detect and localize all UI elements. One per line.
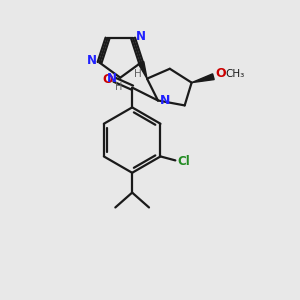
Text: N: N xyxy=(160,94,170,107)
Text: H: H xyxy=(134,69,142,79)
Polygon shape xyxy=(138,61,147,79)
Text: N: N xyxy=(87,54,97,67)
Text: O: O xyxy=(102,73,113,86)
Text: O: O xyxy=(215,67,226,80)
Text: CH₃: CH₃ xyxy=(226,69,245,79)
Polygon shape xyxy=(192,74,214,82)
Text: Cl: Cl xyxy=(177,155,190,168)
Text: H: H xyxy=(115,82,122,92)
Text: N: N xyxy=(107,72,117,85)
Text: N: N xyxy=(136,30,146,43)
